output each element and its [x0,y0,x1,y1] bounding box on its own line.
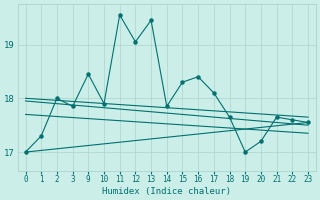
X-axis label: Humidex (Indice chaleur): Humidex (Indice chaleur) [102,187,231,196]
